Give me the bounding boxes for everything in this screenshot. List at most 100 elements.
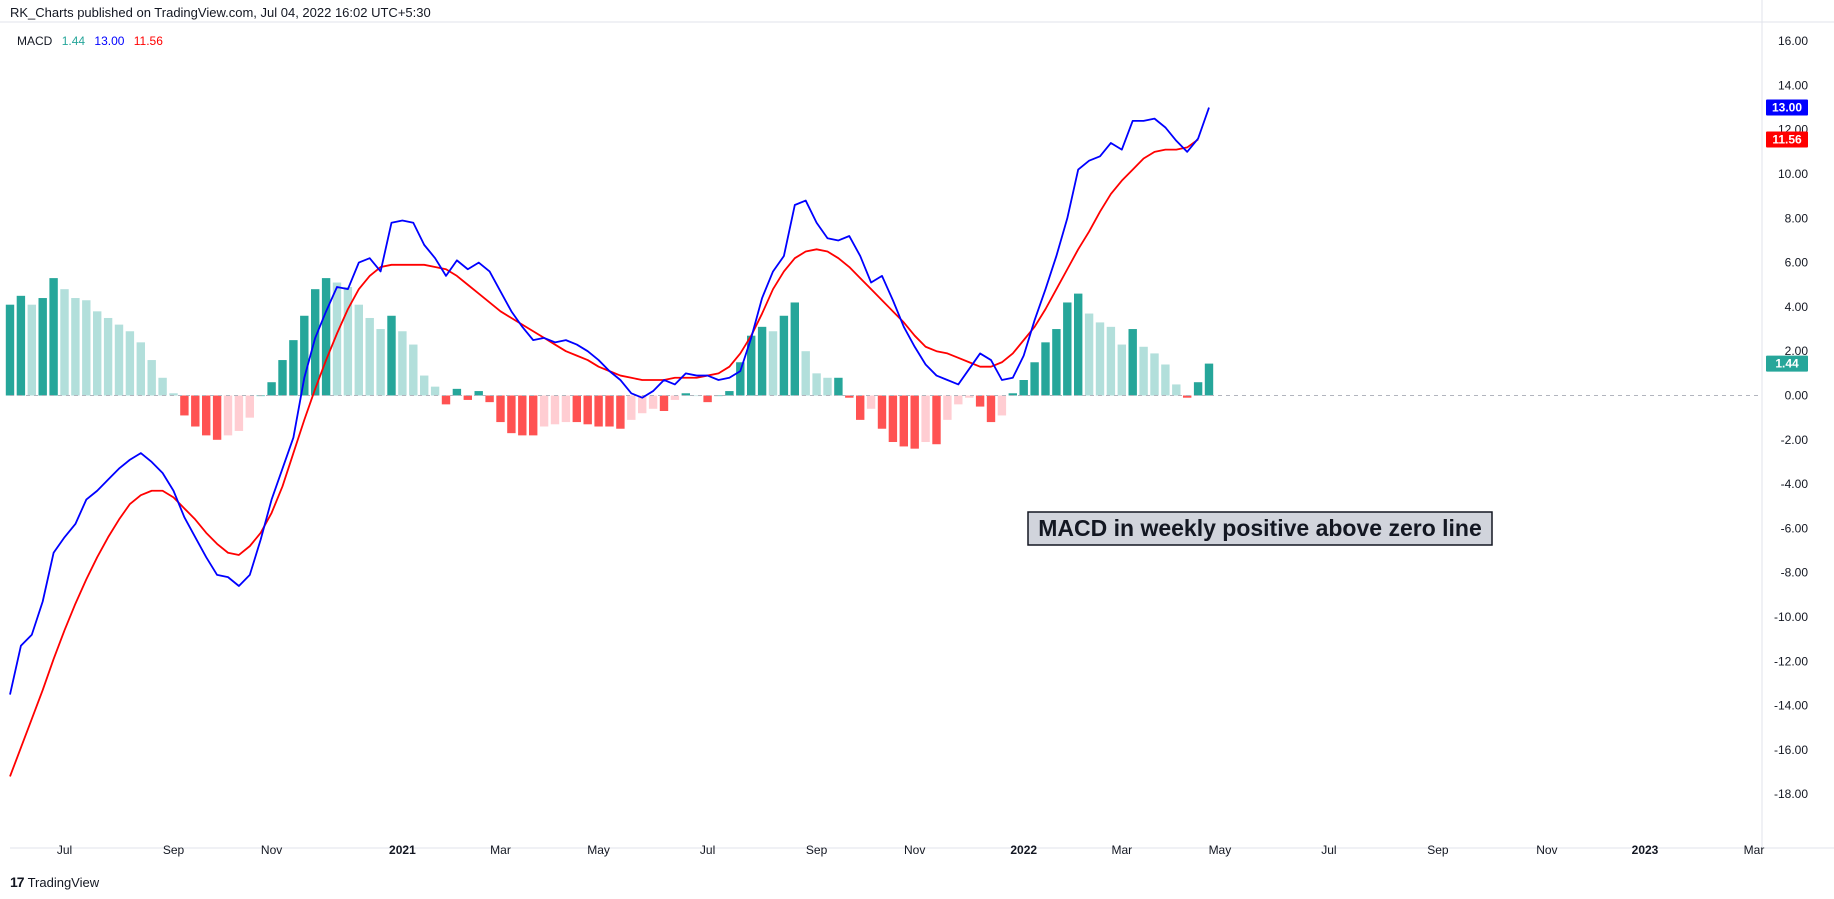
histogram-bar [1052, 329, 1061, 396]
histogram-bar [703, 395, 712, 403]
histogram-bar [332, 282, 342, 396]
histogram-bar [877, 395, 887, 429]
y-tick-label: -16.00 [1774, 743, 1808, 757]
y-tick-label: 14.00 [1778, 78, 1808, 92]
x-tick-label: Mar [1744, 843, 1765, 857]
annotation-text[interactable]: MACD in weekly positive above zero line [1038, 515, 1482, 541]
signal-price-tag-label: 11.56 [1772, 132, 1802, 146]
histogram-bar [267, 382, 276, 396]
histogram-bar [790, 302, 799, 396]
histogram-bar [1150, 353, 1159, 396]
x-tick-label: 2022 [1010, 843, 1037, 857]
histogram-bar [954, 395, 963, 405]
histogram-bar [594, 395, 603, 427]
y-tick-label: -12.00 [1774, 654, 1808, 668]
signal-line [9, 138, 1199, 777]
histogram-bar [921, 395, 930, 443]
histogram-bar [103, 317, 113, 396]
histogram-bar [801, 351, 810, 396]
histogram-bar [1041, 342, 1050, 396]
histogram-bar [627, 395, 636, 420]
histogram-bar [212, 395, 222, 440]
y-tick-label: -14.00 [1774, 699, 1808, 713]
histogram-bar [463, 395, 472, 400]
legend-macd-value: 13.00 [94, 34, 125, 48]
annotation-layer[interactable]: MACD in weekly positive above zero line [1027, 511, 1493, 546]
x-tick-label: Nov [1536, 843, 1557, 857]
histogram-bar [812, 373, 821, 396]
price-axis[interactable]: 16.0014.0012.0010.008.006.004.002.000.00… [1774, 34, 1808, 801]
histogram-bar [1139, 346, 1148, 396]
histogram-bar [714, 395, 723, 397]
histogram-bar [986, 395, 996, 423]
y-tick-label: -8.00 [1781, 566, 1809, 580]
histogram-bar [768, 331, 778, 396]
histogram-bar [932, 395, 941, 445]
signal-price-tag: 11.56 [1766, 131, 1808, 148]
histogram-bar [311, 289, 320, 396]
histogram-bar [82, 300, 91, 396]
x-tick-label: May [587, 843, 610, 857]
y-tick-label: 0.00 [1785, 389, 1809, 403]
histogram-bar [1117, 344, 1126, 396]
annotation-box[interactable] [1027, 511, 1493, 546]
histogram-bar [1128, 329, 1137, 396]
price-tags: 13.00 11.56 1.44 [1766, 99, 1808, 372]
histogram-bar [572, 395, 581, 423]
time-axis[interactable]: Jul Sep Nov 2021 Mar May Jul Sep Nov 2022 Mar May Ju… [57, 843, 1765, 857]
histogram-bar [1161, 364, 1170, 396]
x-tick-label: Nov [904, 843, 925, 857]
histogram-bar [452, 388, 462, 396]
y-tick-label: 2.00 [1785, 344, 1809, 358]
histogram-bar [496, 395, 505, 423]
x-tick-label: Mar [490, 843, 511, 857]
histogram-bar [605, 395, 614, 427]
y-tick-label: -10.00 [1774, 610, 1808, 624]
histogram-bar [27, 304, 36, 396]
histogram-bar [823, 377, 832, 396]
y-tick-label: 10.00 [1778, 167, 1808, 181]
lines-layer [9, 107, 1210, 777]
histogram-bar [1008, 393, 1017, 396]
histogram-bar [343, 286, 353, 396]
histogram-bar [38, 298, 47, 396]
x-tick-label: Mar [1111, 843, 1132, 857]
histogram-bar [1084, 313, 1094, 396]
x-tick-label: 2023 [1632, 843, 1659, 857]
tradingview-footer[interactable]: 17 TradingView [10, 874, 99, 890]
histogram-bar [125, 331, 135, 396]
histogram-bar [747, 335, 756, 396]
histogram-bar [757, 326, 767, 396]
histogram-bar [659, 395, 669, 411]
histogram-bar [529, 395, 538, 436]
y-tick-label: -18.00 [1774, 787, 1808, 801]
histogram-bar [420, 375, 429, 396]
histogram-bar [507, 395, 516, 434]
histogram-bar [866, 395, 876, 409]
y-tick-label: -2.00 [1781, 433, 1809, 447]
histogram-bar [300, 315, 309, 396]
histogram-bar [93, 311, 102, 396]
histogram-bar [1193, 382, 1203, 396]
macd-line [9, 107, 1210, 695]
legend-indicator-name: MACD [17, 34, 53, 48]
histogram-bar [376, 329, 385, 396]
histogram-bar [845, 395, 854, 398]
histogram-bar [245, 395, 254, 418]
histogram-bar [147, 360, 156, 396]
histogram-bar [1106, 326, 1116, 396]
histogram-bar [1074, 293, 1083, 396]
axes-frame [0, 0, 1834, 849]
histogram-bar [191, 395, 200, 427]
histogram-bar [202, 395, 211, 436]
histogram-bar [321, 278, 331, 396]
histogram-bar [1204, 363, 1214, 396]
histogram-bar [71, 298, 80, 396]
histogram-bar [180, 395, 189, 416]
histogram-bar [365, 317, 374, 396]
histogram-bar [997, 395, 1007, 416]
tradingview-brand: TradingView [27, 874, 100, 890]
x-tick-label: May [1209, 843, 1232, 857]
tradingview-logo-icon: 17 [10, 874, 25, 890]
